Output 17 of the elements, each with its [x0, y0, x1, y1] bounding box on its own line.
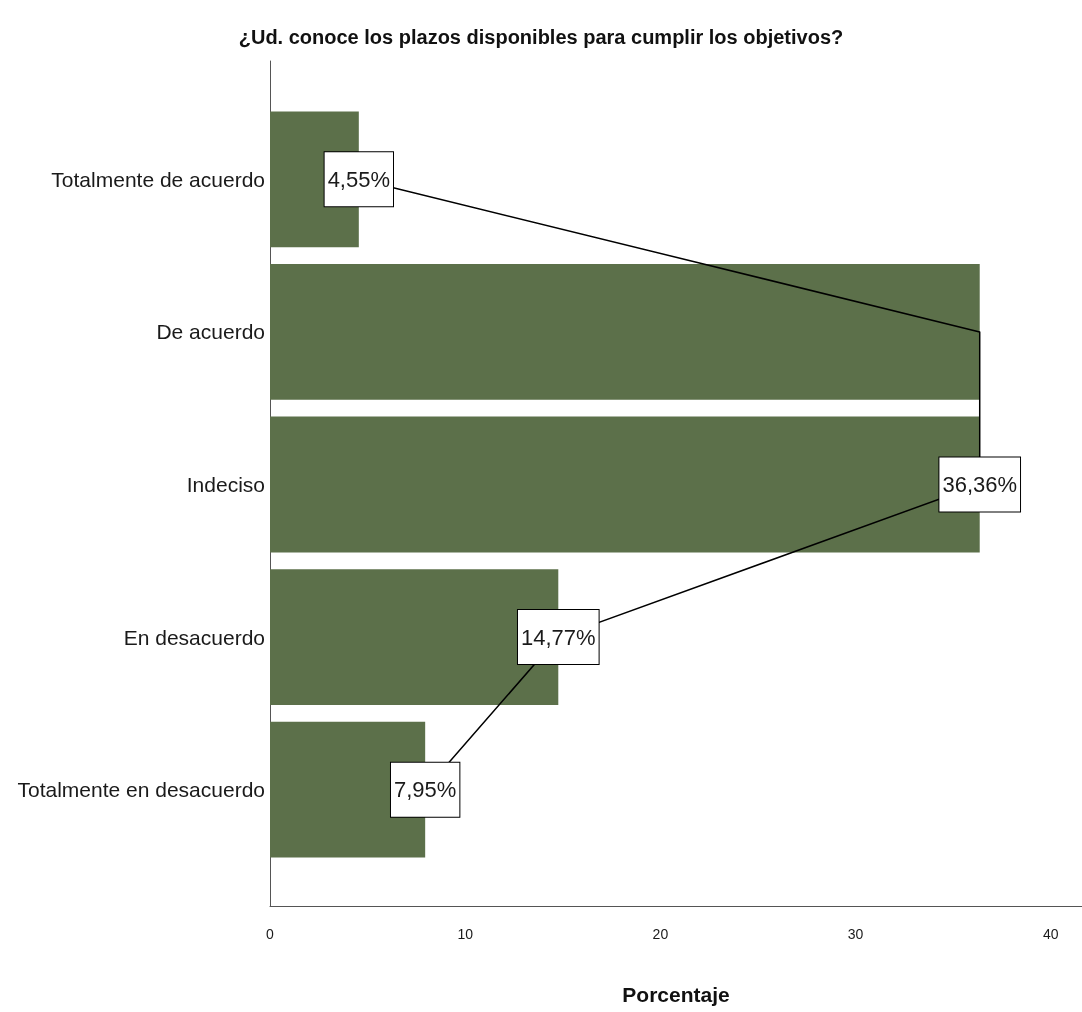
x-axis-title: Porcentaje	[622, 983, 730, 1006]
x-tick-label: 20	[652, 926, 669, 942]
chart-title: ¿Ud. conoce los plazos disponibles para cumplir los objetivos?	[238, 26, 844, 48]
data-label: 4,55%	[327, 166, 391, 192]
y-tick-label: En desacuerdo	[123, 625, 265, 649]
x-tick-label: 10	[457, 926, 474, 942]
x-tick-label: 30	[847, 926, 864, 942]
bar	[270, 263, 980, 400]
data-label: 7,95%	[393, 777, 457, 803]
y-tick-label: Totalmente en desacuerdo	[17, 778, 265, 802]
y-tick-label: Totalmente de acuerdo	[51, 167, 265, 191]
data-label: 14,77%	[520, 624, 596, 650]
x-tick-label: 0	[266, 926, 275, 942]
data-label: 36,36%	[942, 472, 1018, 497]
y-tick-label: Indeciso	[186, 473, 265, 496]
x-tick-label: 40	[1042, 926, 1059, 942]
y-tick-label: De acuerdo	[156, 320, 265, 344]
